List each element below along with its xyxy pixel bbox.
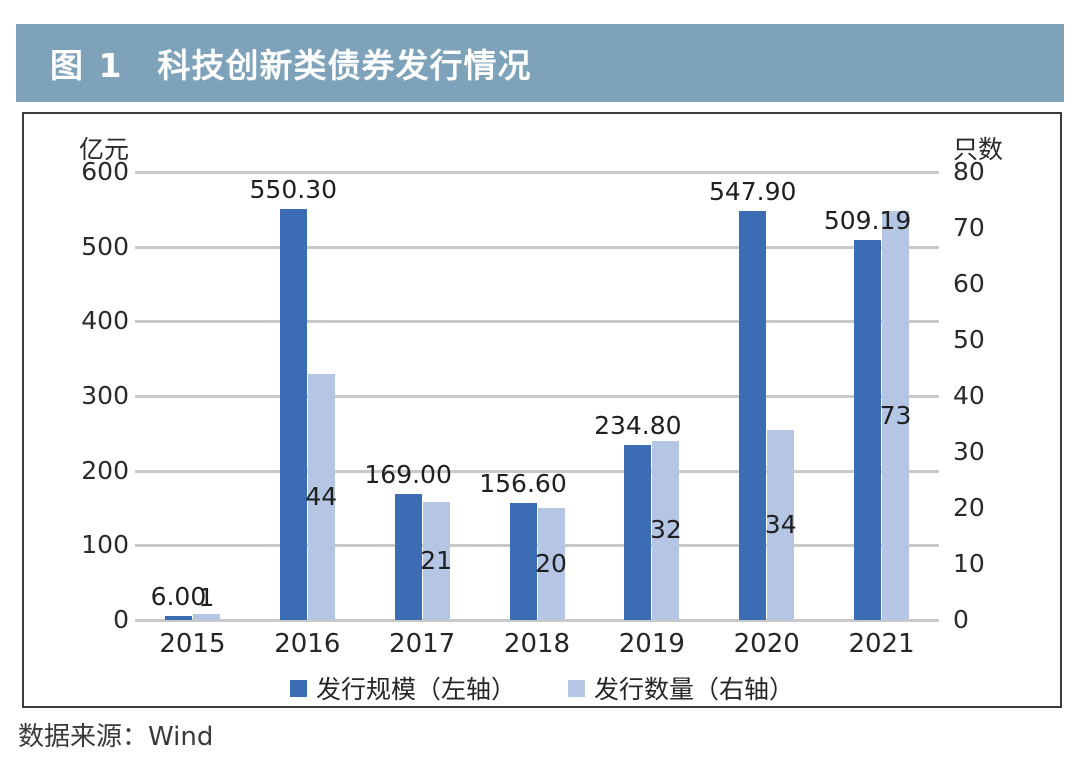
bar-issuance-scale bbox=[624, 444, 652, 620]
gridline bbox=[135, 619, 939, 622]
figure-tag: 图 1 bbox=[50, 46, 124, 85]
legend-item: 发行数量（右轴） bbox=[568, 670, 794, 706]
figure-title: 科技创新类债券发行情况 bbox=[157, 46, 532, 85]
gridline bbox=[135, 245, 939, 249]
figure-title-bar: 图 1 科技创新类债券发行情况 bbox=[16, 24, 1064, 102]
left-axis-tick: 600 bbox=[81, 157, 129, 186]
count-value-label: 20 bbox=[535, 549, 567, 578]
x-axis-label: 2021 bbox=[848, 629, 915, 659]
bar-issuance-count bbox=[652, 440, 680, 620]
bar-issuance-count bbox=[192, 614, 220, 620]
x-axis-label: 2016 bbox=[274, 629, 341, 659]
scale-value-label: 6.00 bbox=[150, 581, 207, 611]
count-value-label: 34 bbox=[764, 509, 797, 539]
right-axis-tick: 30 bbox=[953, 437, 985, 466]
right-axis-tick: 70 bbox=[953, 213, 985, 242]
gridline bbox=[135, 469, 939, 473]
gridline bbox=[135, 171, 939, 174]
legend-label: 发行数量（右轴） bbox=[594, 675, 795, 704]
left-axis-tick: 500 bbox=[81, 231, 129, 261]
left-axis-tick: 300 bbox=[81, 381, 129, 410]
gridline bbox=[135, 395, 939, 398]
count-value-label: 21 bbox=[420, 546, 453, 576]
count-value-label: 1 bbox=[198, 583, 215, 613]
scale-value-label: 234.80 bbox=[594, 410, 682, 440]
right-axis-tick: 20 bbox=[953, 493, 985, 522]
bar-issuance-scale bbox=[394, 493, 422, 620]
right-axis-tick: 40 bbox=[953, 381, 985, 410]
count-value-label: 32 bbox=[649, 515, 682, 545]
chart-panel: 亿元 只数 600 500 400 300 200 100 0 80 70 60 50 40 30 20 1… bbox=[22, 112, 1062, 708]
left-axis-tick: 0 bbox=[113, 605, 129, 634]
x-axis-label: 2017 bbox=[389, 629, 456, 659]
scale-value-label: 156.60 bbox=[479, 469, 567, 499]
bar-issuance-scale bbox=[164, 615, 192, 620]
scale-value-label: 169.00 bbox=[364, 459, 452, 489]
bar-issuance-scale bbox=[509, 503, 537, 620]
right-axis-tick: 80 bbox=[953, 157, 985, 186]
x-axis-label: 2015 bbox=[159, 629, 226, 659]
count-value-label: 44 bbox=[305, 481, 338, 511]
gridline bbox=[135, 320, 939, 324]
scale-value-label: 509.19 bbox=[823, 205, 912, 235]
bar-issuance-count bbox=[882, 211, 910, 620]
left-axis-tick: 100 bbox=[81, 530, 129, 560]
count-value-label: 73 bbox=[879, 400, 912, 430]
bar-issuance-count bbox=[307, 373, 335, 620]
plot-area: 600 500 400 300 200 100 0 80 70 60 50 40 30 20 10 0 6.00… bbox=[24, 114, 1060, 706]
right-axis-tick: 0 bbox=[953, 605, 969, 634]
scale-value-label: 550.30 bbox=[249, 175, 338, 205]
data-source: 数据来源：Wind bbox=[18, 722, 214, 752]
x-axis-label: 2020 bbox=[733, 629, 800, 659]
bar-issuance-count bbox=[537, 508, 565, 620]
legend-label: 发行规模（左轴） bbox=[315, 675, 516, 704]
x-axis-label: 2019 bbox=[618, 629, 685, 659]
chart-legend: 发行规模（左轴） 发行数量（右轴） bbox=[24, 670, 1060, 706]
bar-issuance-count bbox=[767, 429, 795, 620]
bar-issuance-scale bbox=[279, 209, 307, 620]
left-axis-title: 亿元 bbox=[78, 135, 129, 164]
right-axis-tick: 10 bbox=[953, 549, 985, 578]
legend-swatch bbox=[289, 679, 307, 697]
scale-value-label: 547.90 bbox=[708, 176, 797, 206]
legend-item: 发行规模（左轴） bbox=[289, 670, 516, 706]
gridline bbox=[135, 544, 939, 548]
bar-issuance-scale bbox=[739, 210, 767, 620]
left-axis-tick: 400 bbox=[81, 306, 129, 336]
x-axis-label: 2018 bbox=[503, 629, 571, 659]
right-axis-tick: 60 bbox=[953, 269, 985, 298]
bar-issuance-count bbox=[422, 502, 450, 620]
right-axis-tick: 50 bbox=[953, 325, 985, 354]
right-axis-title: 只数 bbox=[953, 135, 1004, 164]
legend-swatch bbox=[568, 679, 585, 697]
bar-issuance-scale bbox=[854, 239, 882, 620]
left-axis-tick: 200 bbox=[81, 455, 129, 485]
